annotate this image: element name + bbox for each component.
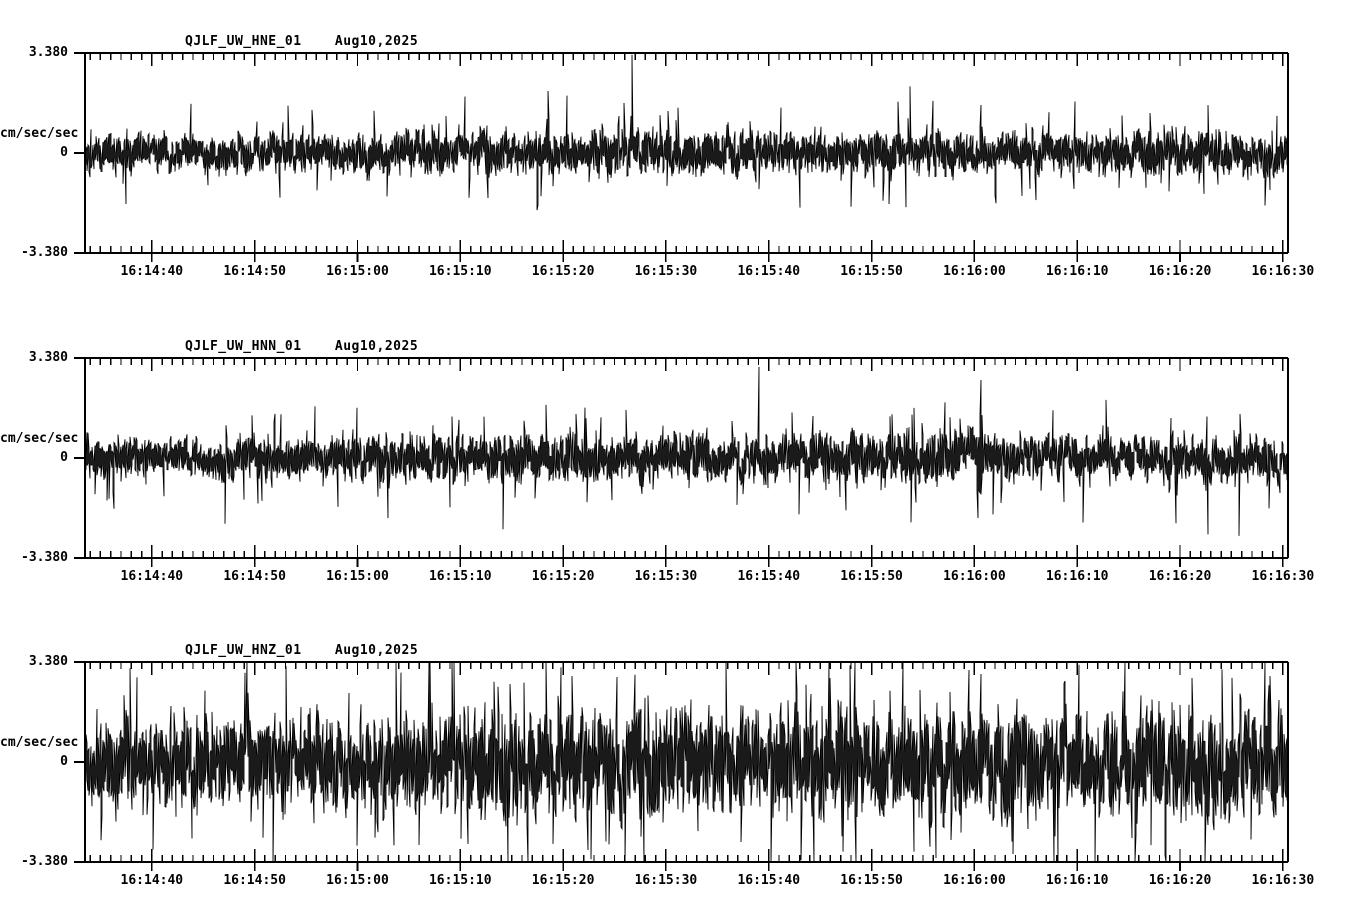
panel-hnn-xtick-label: 16:15:10 xyxy=(428,569,492,584)
panel-hnn-xtick-label: 16:15:50 xyxy=(840,569,903,584)
panel-hnz-xtick-label: 16:15:50 xyxy=(840,873,903,888)
panel-hnn-xtick-label: 16:14:50 xyxy=(223,569,286,584)
panel-hnz-xtick-label: 16:15:40 xyxy=(737,873,801,888)
panel-hnz-trace xyxy=(85,662,1288,862)
panel-hne-xtick-label: 16:15:30 xyxy=(634,264,698,279)
panel-hnz-ytick-zero: 0 xyxy=(60,754,68,769)
panel-hnn-yaxis-units: cm/sec/sec xyxy=(0,431,79,446)
panel-hnn-xtick-label: 16:14:40 xyxy=(120,569,184,584)
panel-hne-yaxis-units: cm/sec/sec xyxy=(0,126,79,141)
panel-hne-xtick-label: 16:16:10 xyxy=(1045,264,1109,279)
panel-hne-xtick-label: 16:16:00 xyxy=(943,264,1006,279)
panel-hnn-xtick-label: 16:16:10 xyxy=(1045,569,1109,584)
panel-hne-xtick-label: 16:15:10 xyxy=(428,264,492,279)
panel-hne-xtick-label: 16:14:50 xyxy=(223,264,286,279)
panel-hne-xtick-label: 16:16:20 xyxy=(1148,264,1212,279)
panel-hnn-xtick-label: 16:16:30 xyxy=(1251,569,1315,584)
panel-hne-xtick-label: 16:14:40 xyxy=(120,264,184,279)
panel-hnn-ytick-max: 3.380 xyxy=(28,350,68,365)
panel-hnz-ytick-min: -3.380 xyxy=(21,854,68,869)
panel-hnz-xtick-label: 16:15:00 xyxy=(326,873,389,888)
panel-hne-title: QJLF_UW_HNE_01 Aug10,2025 xyxy=(185,34,419,49)
panel-hnz-xtick-label: 16:16:30 xyxy=(1251,873,1315,888)
panel-hne-xtick-label: 16:15:40 xyxy=(737,264,801,279)
panel-hnz-xtick-label: 16:14:40 xyxy=(120,873,184,888)
panel-hne-xtick-label: 16:16:30 xyxy=(1251,264,1315,279)
panel-hnz-xtick-label: 16:16:20 xyxy=(1148,873,1212,888)
panel-hnz-yaxis-units: cm/sec/sec xyxy=(0,735,79,750)
panel-hne-ytick-zero: 0 xyxy=(60,145,68,160)
panel-hnn-xtick-label: 16:15:40 xyxy=(737,569,801,584)
panel-hnz-ytick-max: 3.380 xyxy=(28,654,68,669)
panel-hnn-xtick-label: 16:15:00 xyxy=(326,569,389,584)
panel-hne-xtick-label: 16:15:00 xyxy=(326,264,389,279)
panel-hne-trace xyxy=(85,54,1288,211)
panel-hnn-xtick-label: 16:15:30 xyxy=(634,569,698,584)
panel-hnz-xtick-label: 16:15:30 xyxy=(634,873,698,888)
panel-hne-ytick-min: -3.380 xyxy=(21,245,68,260)
panel-hnz-xtick-label: 16:16:10 xyxy=(1045,873,1109,888)
panel-hne-ytick-max: 3.380 xyxy=(28,45,68,60)
panel-hnz-xtick-label: 16:16:00 xyxy=(943,873,1006,888)
panel-hnn-xtick-label: 16:16:20 xyxy=(1148,569,1212,584)
panel-hnn-xtick-label: 16:16:00 xyxy=(943,569,1006,584)
panel-hnn-trace xyxy=(85,366,1288,536)
panel-hnn-ytick-zero: 0 xyxy=(60,450,68,465)
panel-hnn-ytick-min: -3.380 xyxy=(21,550,68,565)
panel-hnz-xtick-label: 16:14:50 xyxy=(223,873,286,888)
panel-hnz-title: QJLF_UW_HNZ_01 Aug10,2025 xyxy=(185,643,419,658)
panel-hnn-xtick-label: 16:15:20 xyxy=(531,569,595,584)
panel-hne-xtick-label: 16:15:20 xyxy=(531,264,595,279)
panel-hnn-title: QJLF_UW_HNN_01 Aug10,2025 xyxy=(185,339,419,354)
panel-hnz-xtick-label: 16:15:20 xyxy=(531,873,595,888)
panel-hnz-xtick-label: 16:15:10 xyxy=(428,873,492,888)
panel-hne-xtick-label: 16:15:50 xyxy=(840,264,903,279)
